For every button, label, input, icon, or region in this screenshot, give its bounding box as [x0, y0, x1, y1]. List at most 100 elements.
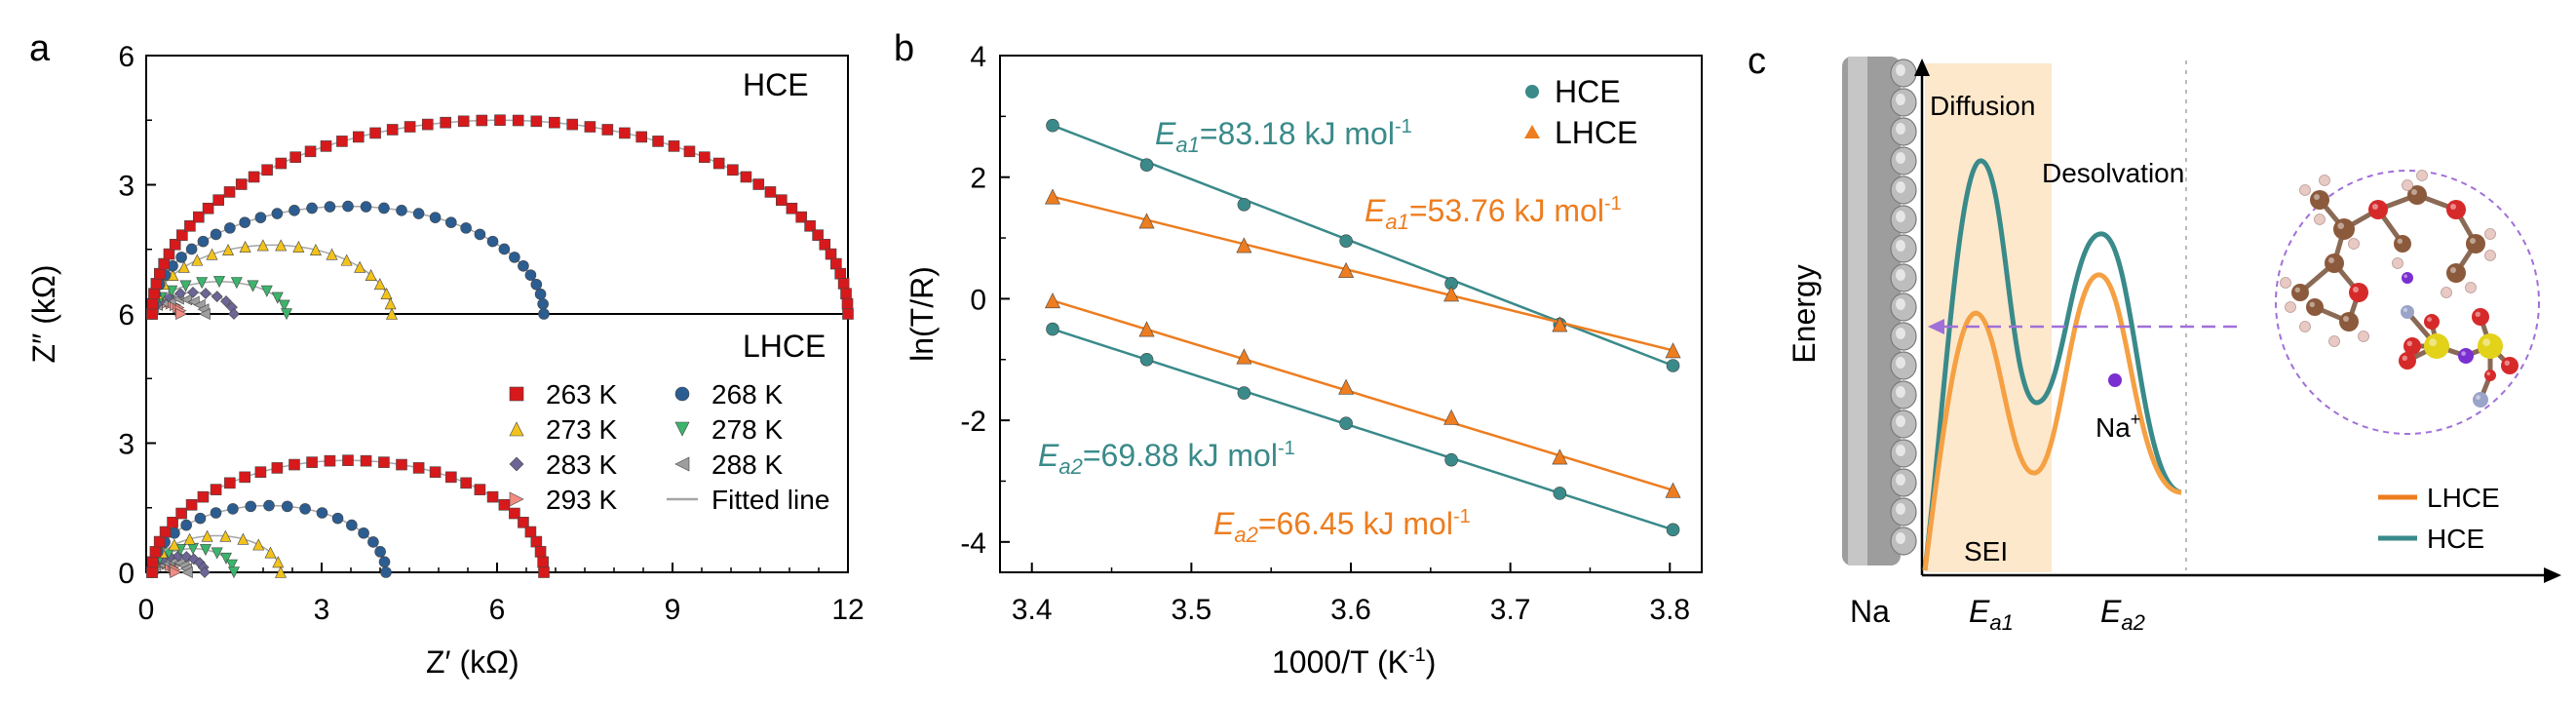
- a-point-263k: [429, 466, 442, 479]
- a-point-268k: [518, 259, 529, 272]
- atom-shine: [2504, 360, 2510, 366]
- a-point-263k: [275, 157, 288, 170]
- na-electrode-surface: [1890, 58, 1917, 556]
- a-xtick-label: 0: [138, 594, 155, 626]
- a-point-268k: [180, 519, 192, 531]
- oxygen-atom: [2368, 200, 2388, 219]
- b-fit-line-lhce-ea2: [1052, 299, 1673, 492]
- panel-b-annotations: Ea1=83.18 kJ mol-1 Ea1=53.76 kJ mol-1 Ea…: [1038, 116, 1622, 547]
- a-point-273k: [256, 239, 269, 252]
- a-point-263k: [289, 151, 301, 164]
- a-point-263k: [412, 462, 425, 474]
- a-point-263k: [336, 136, 348, 147]
- ea2-hce-annotation: Ea2=69.88 kJ mol-1: [1038, 438, 1295, 479]
- panel-b-legend: HCE LHCE: [1524, 74, 1637, 150]
- a-point-263k: [288, 458, 300, 471]
- surface-bump-shine: [1896, 269, 1905, 281]
- oxygen-atom: [2349, 283, 2368, 302]
- hydrogen-atom: [2348, 238, 2360, 250]
- b-point-lhce: [1338, 378, 1355, 395]
- a-point-263k: [699, 151, 711, 164]
- a-point-268k: [245, 500, 257, 513]
- b-ytick-label: 0: [970, 284, 986, 316]
- atom-shine: [2411, 189, 2417, 195]
- a-point-278k: [260, 285, 273, 297]
- carbon-atom: [2339, 312, 2359, 332]
- a-point-278k: [196, 277, 209, 290]
- a-point-263k: [804, 219, 816, 232]
- a-point-263k: [740, 171, 752, 183]
- a-point-263k: [524, 526, 537, 538]
- a-xtick-label: 9: [665, 594, 681, 626]
- hydrogen-atom: [2299, 184, 2311, 196]
- a-point-268k: [396, 204, 407, 216]
- carbon-atom: [2446, 263, 2466, 283]
- atom-shine: [2314, 194, 2320, 200]
- a-point-268k: [281, 500, 293, 513]
- atom-shine: [2486, 371, 2490, 376]
- a-point-263k: [619, 127, 631, 139]
- a-point-273k: [275, 239, 288, 252]
- a-point-278k: [219, 552, 232, 565]
- a-point-268k: [530, 278, 543, 291]
- a-point-293k: [170, 566, 182, 578]
- hydrogen-atom: [2358, 331, 2369, 342]
- atom-shine: [2294, 287, 2300, 292]
- panel-b-xlabel: 1000/T (K-1): [1272, 644, 1436, 680]
- a-legend-label: 263 K: [546, 379, 617, 410]
- carbon-atom: [2407, 185, 2427, 205]
- a-point-283k: [199, 566, 211, 578]
- ea2-axis-label: Ea2: [2100, 594, 2145, 635]
- hydrogen-atom: [2465, 282, 2477, 293]
- a-point-273k: [309, 244, 322, 256]
- b-point-lhce: [1236, 237, 1252, 254]
- a-point-268k: [509, 252, 520, 263]
- sei-label: SEI: [1964, 536, 2008, 566]
- a-point-263k: [445, 471, 457, 484]
- a-point-278k: [179, 280, 192, 292]
- a-point-263k: [197, 490, 210, 503]
- a-point-278k: [230, 277, 243, 290]
- a-ytick-label: 6: [118, 299, 135, 332]
- hydrogen-atom: [2402, 179, 2413, 191]
- legend-lhce-marker: [1524, 125, 1540, 138]
- b-fit-line-lhce-ea1: [1052, 195, 1673, 352]
- x-axis-arrowhead: [2544, 567, 2561, 583]
- a-point-273k: [272, 556, 285, 568]
- sei-region: [1925, 63, 2052, 572]
- atom-shine: [2403, 307, 2407, 312]
- a-point-263k: [830, 257, 842, 270]
- atom-shine: [2403, 274, 2407, 279]
- a-point-273k: [252, 538, 265, 551]
- oxygen-atom: [2403, 337, 2421, 355]
- legend-hce-marker: [1525, 85, 1539, 98]
- a-point-278k: [199, 544, 211, 557]
- carbon-atom: [2394, 235, 2411, 253]
- a-point-278k: [281, 308, 292, 321]
- hydrogen-atom: [2484, 228, 2496, 240]
- a-legend-marker: [674, 456, 690, 472]
- desolvation-label: Desolvation: [2042, 158, 2184, 188]
- nitrogen-atom: [2401, 305, 2414, 319]
- a-point-263k: [175, 507, 187, 520]
- a-point-268k: [342, 200, 354, 213]
- surface-bump-shine: [1896, 181, 1905, 193]
- a-point-263k: [683, 145, 696, 158]
- surface-bump-shine: [1896, 357, 1905, 369]
- b-xtick-label: 3.8: [1649, 594, 1690, 626]
- b-ytick-label: 2: [970, 163, 986, 195]
- atom-shine: [2450, 204, 2456, 210]
- a-point-263k: [474, 484, 486, 495]
- a-point-263k: [147, 556, 159, 568]
- surface-bump-shine: [1896, 152, 1905, 164]
- a-point-263k: [842, 308, 854, 320]
- a-point-263k: [254, 466, 267, 479]
- a-point-263k: [601, 124, 614, 136]
- a-point-263k: [386, 124, 399, 136]
- atom-shine: [2450, 267, 2456, 273]
- a-point-273k: [183, 532, 196, 545]
- a-point-263k: [159, 526, 172, 538]
- a-legend-marker: [509, 421, 524, 437]
- surface-bump-shine: [1896, 328, 1905, 339]
- na-electrode-highlight: [1848, 57, 1867, 566]
